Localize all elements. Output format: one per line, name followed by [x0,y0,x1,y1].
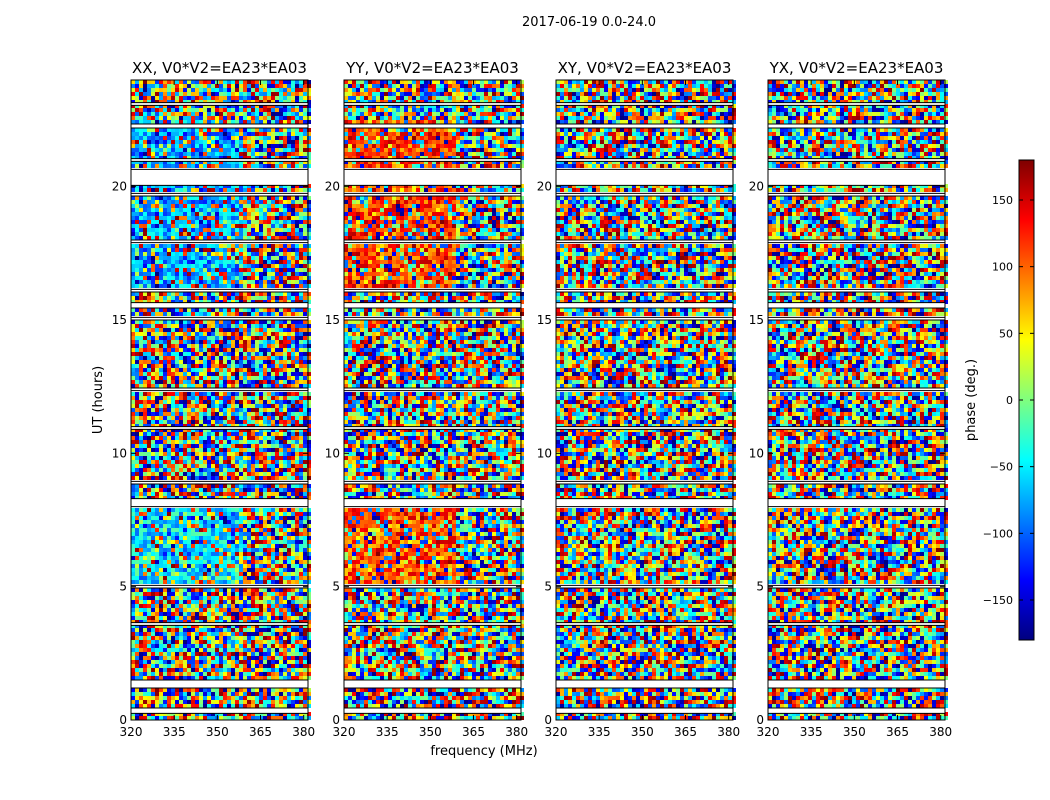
x-tick-label: 350 [843,725,866,739]
x-tick-label: 380 [505,725,528,739]
figure: 2017-06-19 0.0-24.0 XX, V0*V2=EA23*EA03 0… [0,0,1050,800]
y-tick-label: 10 [749,446,764,460]
y-tick-label: 10 [112,446,127,460]
x-tick-label: 365 [886,725,909,739]
x-tick-label: 365 [674,725,697,739]
x-tick-label: 365 [249,725,272,739]
x-tick-label: 380 [292,725,315,739]
figure-title: 2017-06-19 0.0-24.0 [522,15,656,30]
y-tick-label: 20 [325,180,340,194]
colorbar-tick-label: −100 [983,527,1013,540]
y-tick-label: 15 [112,313,127,327]
y-tick-label: 5 [756,580,764,594]
x-tick-label: 350 [206,725,229,739]
y-tick-label: 20 [112,180,127,194]
y-tick-label: 15 [749,313,764,327]
y-axis-label: UT (hours) [91,366,106,434]
x-tick-label: 335 [376,725,399,739]
panel-title: XX, V0*V2=EA23*EA03 [132,59,307,77]
colorbar: 150 100 50 0 −50 −100 −150 [983,160,1034,640]
x-tick-label: 365 [462,725,485,739]
x-axis-label: frequency (MHz) [430,744,537,759]
x-tick-label: 380 [929,725,952,739]
y-tick-label: 10 [537,446,552,460]
y-tick-label: 20 [537,180,552,194]
colorbar-tick-label: 50 [999,327,1013,340]
y-tick-label: 15 [325,313,340,327]
x-tick-label: 335 [588,725,611,739]
x-tick-label: 350 [419,725,442,739]
x-tick-label: 320 [120,725,143,739]
y-tick-label: 15 [537,313,552,327]
x-tick-label: 320 [545,725,568,739]
colorbar-tick-label: 100 [992,261,1013,274]
panel-title: XY, V0*V2=EA23*EA03 [558,59,732,77]
y-tick-label: 10 [325,446,340,460]
x-tick-label: 320 [757,725,780,739]
y-tick-label: 5 [119,580,127,594]
colorbar-label: phase (deg.) [964,359,979,441]
y-tick-label: 20 [749,180,764,194]
x-tick-label: 320 [333,725,356,739]
panel-title: YX, V0*V2=EA23*EA03 [769,59,944,77]
y-tick-label: 5 [544,580,552,594]
colorbar-tick-label: −150 [983,594,1013,607]
x-tick-label: 335 [800,725,823,739]
colorbar-tick-label: −50 [990,461,1013,474]
colorbar-tick-label: 0 [1006,394,1013,407]
x-tick-label: 380 [717,725,740,739]
x-tick-label: 335 [163,725,186,739]
y-tick-label: 5 [332,580,340,594]
panel-title: YY, V0*V2=EA23*EA03 [345,59,519,77]
colorbar-tick-label: 150 [992,194,1013,207]
x-tick-label: 350 [631,725,654,739]
